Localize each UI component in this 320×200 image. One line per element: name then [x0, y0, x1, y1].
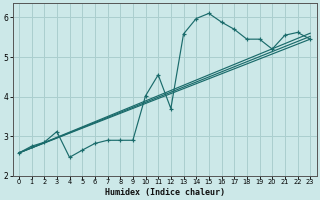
X-axis label: Humidex (Indice chaleur): Humidex (Indice chaleur) [105, 188, 225, 197]
